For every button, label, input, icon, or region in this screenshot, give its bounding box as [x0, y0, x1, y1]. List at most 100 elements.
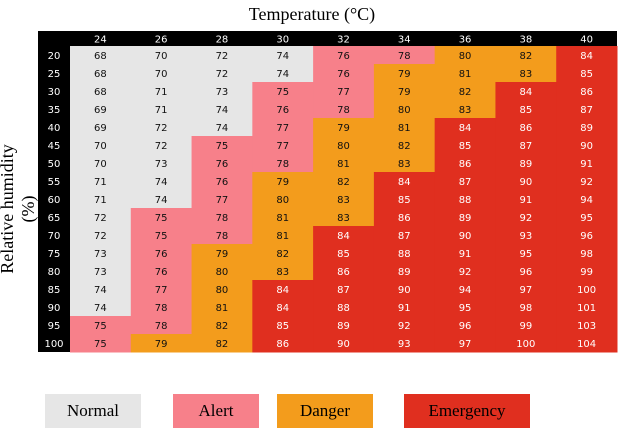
cell-value-label: 97 [519, 285, 532, 296]
cell-value-label: 72 [155, 123, 168, 134]
cell-value-label: 76 [337, 51, 350, 62]
heatmap-cell [313, 280, 375, 299]
heatmap-cell [252, 46, 314, 65]
heatmap-cell [556, 154, 618, 173]
heatmap-cell [130, 280, 193, 299]
heatmap-cell [495, 82, 557, 101]
cell-value-label: 73 [155, 159, 168, 170]
y-tick-label: 90 [48, 303, 61, 314]
heatmap-cell [556, 316, 618, 335]
cell-value-label: 93 [398, 339, 411, 350]
heatmap-cell [373, 46, 436, 65]
cell-value-label: 74 [94, 285, 107, 296]
heatmap-cell [495, 298, 557, 317]
heatmap-cell [373, 208, 436, 227]
cell-value-label: 77 [276, 123, 289, 134]
heatmap-cell [556, 100, 618, 119]
heatmap-cell [252, 118, 314, 137]
cell-value-label: 74 [155, 195, 168, 206]
heatmap-cell [70, 82, 132, 101]
heatmap-cell [191, 82, 253, 101]
heatmap-cell [556, 262, 618, 281]
cell-value-label: 80 [398, 105, 411, 116]
cell-value-label: 71 [94, 177, 107, 188]
cell-value-label: 79 [398, 87, 411, 98]
cell-value-label: 89 [519, 159, 532, 170]
heatmap-cell [373, 136, 436, 155]
cell-value-label: 79 [155, 339, 168, 350]
cell-value-label: 70 [94, 141, 107, 152]
cell-value-label: 79 [276, 177, 289, 188]
heatmap-cell [434, 46, 496, 65]
cell-value-label: 70 [94, 159, 107, 170]
heatmap-cell [434, 334, 496, 353]
cell-value-label: 76 [216, 177, 229, 188]
heatmap-cell [70, 118, 132, 137]
heatmap-cell [373, 244, 436, 263]
heatmap-cell [313, 118, 375, 137]
heatmap-cell [434, 244, 496, 263]
cell-value-label: 90 [519, 177, 532, 188]
cell-value-label: 79 [398, 69, 411, 80]
heatmap-cell [252, 226, 314, 245]
cell-value-label: 75 [155, 213, 168, 224]
heatmap-cell [373, 100, 436, 119]
heatmap-cell [130, 100, 193, 119]
cell-value-label: 78 [216, 231, 229, 242]
heatmap-cell [191, 136, 253, 155]
cell-value-label: 90 [459, 231, 472, 242]
heatmap-cell [130, 208, 193, 227]
cell-value-label: 85 [580, 69, 593, 80]
heatmap-cell [556, 172, 618, 191]
heatmap-cell [191, 46, 253, 65]
y-tick-label: 40 [48, 123, 61, 134]
heatmap-cell [191, 190, 253, 209]
cell-value-label: 81 [398, 123, 411, 134]
heatmap-cell [252, 190, 314, 209]
cell-value-label: 72 [94, 213, 107, 224]
heatmap-cell [252, 280, 314, 299]
heatmap-cell [495, 208, 557, 227]
cell-value-label: 86 [519, 123, 532, 134]
cell-value-label: 80 [216, 285, 229, 296]
heatmap-cell [70, 298, 132, 317]
heatmap-cell [495, 64, 557, 83]
heatmap-cell [252, 82, 314, 101]
cell-value-label: 95 [580, 213, 593, 224]
cell-value-label: 85 [398, 195, 411, 206]
cell-value-label: 100 [577, 285, 596, 296]
cell-value-label: 82 [216, 339, 229, 350]
cell-value-label: 94 [580, 195, 593, 206]
heatmap-cell [252, 100, 314, 119]
heatmap-cell [70, 64, 132, 83]
heatmap-cell [495, 334, 557, 353]
cell-value-label: 88 [337, 303, 350, 314]
x-tick-label: 40 [580, 35, 593, 46]
heatmap-cell [313, 136, 375, 155]
heatmap-cell [191, 262, 253, 281]
cell-value-label: 87 [337, 285, 350, 296]
heatmap-cell [434, 280, 496, 299]
heatmap-cell [434, 298, 496, 317]
y-tick-label: 50 [48, 159, 61, 170]
cell-value-label: 90 [337, 339, 350, 350]
heatmap-cell [434, 262, 496, 281]
cell-value-label: 76 [155, 249, 168, 260]
heatmap-cell [373, 280, 436, 299]
cell-value-label: 86 [337, 267, 350, 278]
cell-value-label: 88 [459, 195, 472, 206]
cell-value-label: 77 [155, 285, 168, 296]
y-tick-label: 80 [48, 267, 61, 278]
heatmap-cell [252, 244, 314, 263]
cell-value-label: 103 [577, 321, 596, 332]
heatmap-cell [373, 298, 436, 317]
cell-value-label: 83 [398, 159, 411, 170]
heatmap-cell [556, 208, 618, 227]
heatmap-cell [70, 190, 132, 209]
cell-value-label: 79 [216, 249, 229, 260]
cell-value-label: 74 [276, 69, 289, 80]
cell-value-label: 86 [398, 213, 411, 224]
cell-value-label: 86 [459, 159, 472, 170]
heatmap-cell [434, 136, 496, 155]
